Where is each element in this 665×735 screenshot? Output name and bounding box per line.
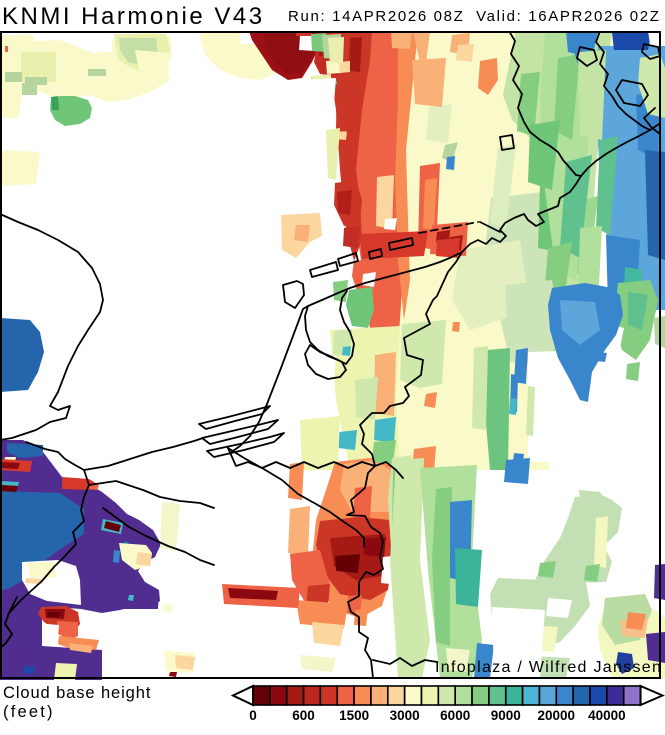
svg-text:40000: 40000: [588, 708, 626, 723]
svg-text:6000: 6000: [440, 708, 470, 723]
svg-text:600: 600: [292, 708, 315, 723]
svg-text:20000: 20000: [538, 708, 576, 723]
svg-text:9000: 9000: [491, 708, 521, 723]
svg-text:0: 0: [249, 708, 257, 723]
svg-text:1500: 1500: [339, 708, 369, 723]
svg-text:3000: 3000: [390, 708, 420, 723]
